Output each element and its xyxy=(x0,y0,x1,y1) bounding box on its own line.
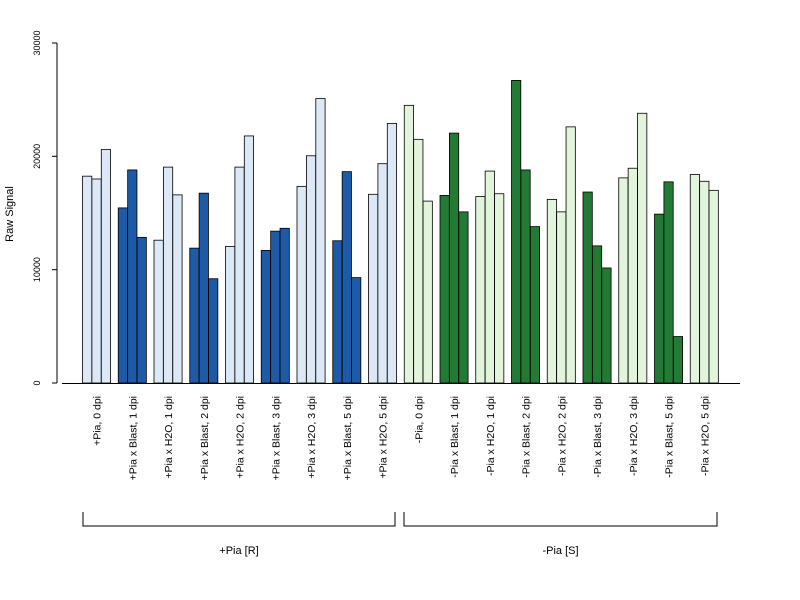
category-label: +Pia, 0 dpi xyxy=(92,396,104,446)
bar xyxy=(663,181,674,384)
bar xyxy=(243,135,255,384)
bar xyxy=(153,239,164,384)
bar xyxy=(484,170,495,384)
bar xyxy=(582,191,593,384)
category-label: -Pia x Blast, 2 dpi xyxy=(521,396,533,478)
category-labels: +Pia, 0 dpi +Pia x Blast, 1 dpi +Pia x H2O… xyxy=(92,396,712,480)
bar xyxy=(699,180,710,384)
bar xyxy=(494,193,505,384)
group-label: -Pia [S] xyxy=(542,545,578,557)
bar xyxy=(627,167,638,384)
bar xyxy=(189,247,200,384)
bar xyxy=(377,163,388,384)
y-tick-label: 0 xyxy=(32,380,42,385)
bar xyxy=(198,192,209,384)
bar xyxy=(403,104,414,384)
bar xyxy=(341,171,352,384)
category-label: -Pia x Blast, 3 dpi xyxy=(592,396,604,478)
category-label: +Pia x H2O, 5 dpi xyxy=(378,396,390,479)
bar xyxy=(439,195,450,384)
bar xyxy=(546,198,557,384)
bar xyxy=(413,138,424,384)
bar xyxy=(618,177,629,384)
group-bracket xyxy=(82,512,396,527)
bar xyxy=(637,112,648,384)
bar xyxy=(368,193,379,384)
bar xyxy=(162,166,174,384)
bar xyxy=(82,175,93,384)
category-label: -Pia x H2O, 5 dpi xyxy=(699,396,711,476)
bar xyxy=(117,207,128,384)
bar xyxy=(708,189,719,384)
bar xyxy=(234,166,245,384)
category-label: -Pia, 0 dpi xyxy=(413,396,425,443)
bar xyxy=(332,240,343,384)
bar xyxy=(172,194,183,384)
category-label: +Pia x H2O, 2 dpi xyxy=(235,396,247,479)
bar xyxy=(689,174,700,384)
bar xyxy=(279,227,290,384)
bar xyxy=(270,230,281,384)
bar xyxy=(136,236,147,384)
group-brackets: +Pia [R] -Pia [S] xyxy=(82,512,718,557)
bar xyxy=(511,80,522,384)
bar xyxy=(91,178,102,384)
category-label: +Pia x H2O, 1 dpi xyxy=(163,396,175,479)
y-axis: 0 10000 20000 30000 xyxy=(32,30,58,386)
bar xyxy=(529,226,540,384)
category-label: +Pia x Blast, 1 dpi xyxy=(127,396,139,480)
category-label: -Pia x H2O, 1 dpi xyxy=(485,396,497,476)
bar xyxy=(225,246,236,384)
bar xyxy=(672,336,683,384)
y-axis-title: Raw Signal xyxy=(4,186,16,242)
category-label: +Pia x Blast, 2 dpi xyxy=(199,396,211,480)
bar xyxy=(422,200,433,384)
bar xyxy=(475,196,486,384)
group-label: +Pia [R] xyxy=(219,545,258,557)
bar xyxy=(351,277,362,384)
category-label: -Pia x H2O, 2 dpi xyxy=(556,396,568,476)
bar xyxy=(127,169,138,384)
bar xyxy=(654,213,665,384)
y-tick-label: 30000 xyxy=(32,30,42,55)
y-tick-label: 20000 xyxy=(32,144,42,169)
group-bracket xyxy=(403,512,718,527)
bar xyxy=(208,278,219,384)
category-label: -Pia x H2O, 3 dpi xyxy=(628,396,640,476)
bars xyxy=(82,80,719,384)
bar xyxy=(592,245,603,384)
bar xyxy=(565,126,576,384)
category-label: +Pia x Blast, 5 dpi xyxy=(342,396,354,480)
bar xyxy=(601,267,612,384)
category-label: +Pia x Blast, 3 dpi xyxy=(270,396,282,480)
bar xyxy=(386,123,397,384)
bar xyxy=(305,155,317,384)
bar xyxy=(315,98,326,384)
bar xyxy=(296,185,307,384)
y-tick-label: 10000 xyxy=(32,257,42,282)
bar xyxy=(260,249,271,384)
bar xyxy=(556,211,567,384)
category-label: -Pia x Blast, 1 dpi xyxy=(449,396,461,478)
bar xyxy=(520,169,531,384)
category-label: -Pia x Blast, 5 dpi xyxy=(664,396,676,478)
category-label: +Pia x H2O, 3 dpi xyxy=(306,396,318,479)
bar xyxy=(458,211,469,384)
bar xyxy=(448,132,460,384)
bar xyxy=(100,149,112,384)
